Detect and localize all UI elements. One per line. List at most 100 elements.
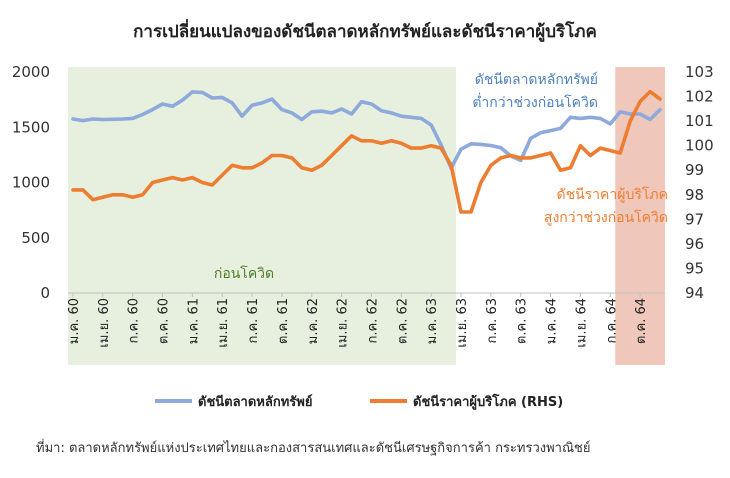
right-tick-label: 102 <box>685 88 714 106</box>
data-point-0 <box>599 117 602 120</box>
data-point-0 <box>609 123 612 125</box>
data-point-0 <box>171 105 174 108</box>
left-tick-label: 1000 <box>12 174 50 192</box>
x-tick-label: ก.ค. 63 <box>485 298 500 344</box>
data-point-1 <box>92 198 94 201</box>
data-point-1 <box>281 154 283 157</box>
data-point-1 <box>161 179 164 181</box>
data-point-1 <box>390 139 393 142</box>
data-point-1 <box>211 184 214 186</box>
data-point-0 <box>340 108 343 110</box>
data-point-1 <box>271 154 273 157</box>
series-line-0 <box>71 90 662 170</box>
data-point-0 <box>639 113 641 115</box>
data-point-1 <box>301 166 303 169</box>
data-point-1 <box>629 120 631 122</box>
data-point-1 <box>380 142 383 145</box>
data-point-0 <box>330 112 333 114</box>
data-point-0 <box>191 91 194 93</box>
data-point-0 <box>241 115 243 117</box>
right-tick-label: 99 <box>685 161 704 179</box>
data-point-1 <box>579 144 582 147</box>
x-tick-label: ม.ค. 60 <box>67 298 82 344</box>
data-point-1 <box>241 166 243 169</box>
shaded-region-recent <box>615 67 665 365</box>
left-tick-label: 1500 <box>12 118 50 136</box>
data-point-1 <box>151 181 154 184</box>
data-point-0 <box>350 113 353 115</box>
data-point-0 <box>370 103 373 105</box>
data-point-1 <box>519 157 522 159</box>
data-point-0 <box>131 117 134 120</box>
data-point-0 <box>121 118 124 120</box>
data-point-1 <box>500 157 502 159</box>
data-point-0 <box>659 108 661 111</box>
data-point-0 <box>549 129 552 132</box>
annotation-2: ก่อนโควิด <box>214 265 274 282</box>
data-point-0 <box>320 110 323 113</box>
right-tick-label: 100 <box>685 137 714 155</box>
data-point-1 <box>539 154 542 157</box>
annotation-0: ดัชนีตลาดหลักทรัพย์ต่ำกว่าช่วงก่อนโควิด <box>472 71 598 111</box>
right-tick-label: 98 <box>685 186 704 204</box>
data-point-1 <box>619 152 622 154</box>
data-point-1 <box>251 166 253 169</box>
data-point-1 <box>509 154 512 157</box>
annotation-1: ดัชนีราคาผู้บริโภคสูงกว่าช่วงก่อนโควิด <box>544 186 668 226</box>
data-point-0 <box>111 118 114 121</box>
data-point-0 <box>271 98 273 100</box>
x-tick-label: เม.ย. 61 <box>216 298 231 348</box>
data-point-0 <box>221 96 224 99</box>
data-point-1 <box>400 142 403 145</box>
data-point-0 <box>460 148 462 151</box>
data-point-0 <box>360 101 363 103</box>
x-tick-label: ต.ค. 62 <box>395 298 410 344</box>
data-point-0 <box>301 118 303 121</box>
data-point-0 <box>82 119 84 122</box>
data-point-0 <box>310 110 313 113</box>
data-point-0 <box>579 117 582 120</box>
data-point-0 <box>181 99 184 101</box>
data-point-0 <box>281 108 283 111</box>
data-point-1 <box>181 179 184 181</box>
data-point-0 <box>480 143 482 146</box>
data-point-1 <box>559 169 562 172</box>
right-tick-label: 101 <box>685 112 714 130</box>
data-point-1 <box>261 162 263 164</box>
data-point-0 <box>529 137 532 140</box>
data-point-1 <box>420 147 423 149</box>
series-line-1 <box>71 89 662 214</box>
data-point-0 <box>380 109 383 112</box>
data-point-0 <box>500 146 502 149</box>
data-point-0 <box>161 103 164 105</box>
data-point-1 <box>589 154 592 157</box>
right-tick-label: 95 <box>685 259 704 277</box>
data-point-0 <box>539 131 542 134</box>
data-point-1 <box>320 164 323 167</box>
x-tick-label: ม.ค. 61 <box>186 298 201 344</box>
data-point-1 <box>549 152 552 154</box>
x-tick-label: เม.ย. 64 <box>574 298 589 348</box>
data-point-1 <box>221 174 224 176</box>
data-point-1 <box>171 176 174 179</box>
data-point-1 <box>430 144 432 147</box>
x-tick-label: ม.ค. 64 <box>545 298 560 344</box>
data-point-1 <box>72 189 74 191</box>
data-point-0 <box>619 110 622 113</box>
data-point-1 <box>231 164 233 167</box>
x-tick-label: ก.ค. 60 <box>127 298 142 344</box>
data-point-1 <box>370 139 373 142</box>
x-tick-label: เม.ย. 60 <box>97 298 112 348</box>
data-point-0 <box>420 117 423 120</box>
data-point-0 <box>102 118 104 121</box>
data-point-1 <box>360 139 363 142</box>
data-point-0 <box>291 112 293 114</box>
data-point-1 <box>490 164 492 167</box>
data-point-0 <box>141 113 144 116</box>
data-point-1 <box>410 147 413 149</box>
data-point-1 <box>340 144 343 147</box>
right-tick-label: 103 <box>685 63 714 81</box>
data-point-1 <box>649 90 651 93</box>
data-point-0 <box>569 116 572 119</box>
